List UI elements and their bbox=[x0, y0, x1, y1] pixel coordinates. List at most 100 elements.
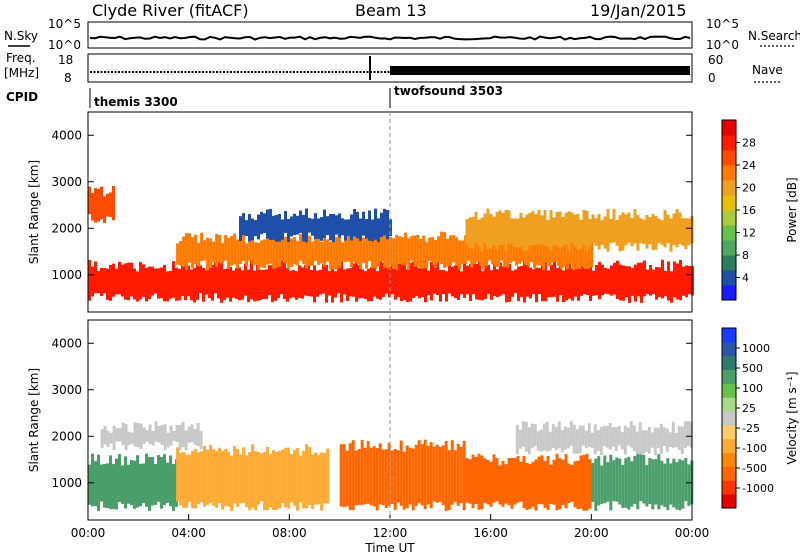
heatmap-cell-band-1 bbox=[341, 242, 345, 262]
heatmap-cell-band-0 bbox=[583, 267, 586, 294]
heatmap-cell-band-5 bbox=[142, 427, 146, 444]
heatmap-cell-band-6 bbox=[662, 427, 666, 446]
heatmap-cell-band-2 bbox=[624, 214, 628, 246]
heatmap-cell-band-1 bbox=[236, 239, 240, 269]
heatmap-cell-band-1 bbox=[464, 235, 468, 264]
ytick-label: 2000 bbox=[51, 429, 82, 443]
heatmap-cell-band-1 bbox=[242, 233, 246, 261]
heatmap-cell-band-1 bbox=[410, 236, 414, 261]
heatmap-cell-band-0 bbox=[142, 264, 145, 297]
heatmap-cell-band-4 bbox=[606, 462, 610, 502]
heatmap-cell-band-3 bbox=[507, 458, 511, 506]
heatmap-cell-band-1 bbox=[446, 238, 450, 267]
power-colorbar: 4 8 12 16 20 24 28 Power [dB] bbox=[721, 119, 799, 301]
nave-tick-bottom: 0 bbox=[708, 71, 716, 85]
heatmap-cell-band-0 bbox=[109, 455, 112, 510]
heatmap-cell-band-3 bbox=[106, 193, 109, 217]
colorbar-label: Power [dB] bbox=[785, 177, 799, 242]
heatmap-cell-band-2 bbox=[552, 217, 556, 245]
heatmap-cell-band-4 bbox=[260, 211, 263, 235]
heatmap-cell-band-4 bbox=[383, 208, 386, 236]
heatmap-cell-band-2 bbox=[483, 213, 487, 243]
heatmap-cell-band-0 bbox=[139, 463, 142, 507]
heatmap-cell-band-1 bbox=[197, 243, 201, 267]
heatmap-cell-band-6 bbox=[647, 427, 651, 454]
heatmap-cell-band-0 bbox=[460, 271, 463, 295]
heatmap-cell-band-1 bbox=[458, 240, 462, 270]
heatmap-cell-band-0 bbox=[400, 263, 403, 302]
heatmap-cell-band-0 bbox=[151, 266, 154, 296]
heatmap-cell-band-6 bbox=[626, 427, 630, 446]
heatmap-cell-band-6 bbox=[617, 426, 621, 446]
heatmap-cell-band-0 bbox=[268, 265, 271, 296]
heatmap-cell-band-1 bbox=[530, 240, 534, 263]
heatmap-cell-band-1 bbox=[359, 240, 363, 270]
colorbar-swatch bbox=[722, 480, 736, 495]
heatmap-cell-band-1 bbox=[545, 239, 549, 263]
heatmap-cell-band-4 bbox=[648, 458, 652, 505]
heatmap-cell-band-0 bbox=[547, 270, 550, 298]
heatmap-cell-band-6 bbox=[632, 425, 636, 452]
heatmap-cell-band-3 bbox=[567, 463, 571, 503]
heatmap-cell-band-0 bbox=[379, 260, 382, 300]
heatmap-cell-band-5 bbox=[166, 432, 170, 448]
heatmap-cell-band-1 bbox=[467, 238, 471, 261]
colorbar-swatch bbox=[722, 165, 736, 181]
heatmap-cell-band-0 bbox=[169, 455, 172, 507]
heatmap-cell-band-6 bbox=[515, 424, 519, 455]
heatmap-cell-band-4 bbox=[600, 465, 604, 504]
heatmap-cell-band-1 bbox=[311, 241, 315, 267]
heatmap-cell-band-1 bbox=[509, 233, 513, 263]
heatmap-cell-band-2 bbox=[372, 446, 376, 507]
heatmap-cell-band-2 bbox=[510, 218, 514, 244]
heatmap-cell-band-1 bbox=[578, 239, 582, 269]
noise-right-tick-bottom: 10^0 bbox=[706, 38, 739, 52]
heatmap-cell-band-5 bbox=[163, 424, 167, 451]
heatmap-cell-band-0 bbox=[409, 263, 412, 302]
heatmap-cell-band-4 bbox=[642, 455, 646, 504]
heatmap-cell-band-3 bbox=[88, 186, 91, 215]
heatmap-cell-band-6 bbox=[683, 421, 687, 448]
heatmap-cell-band-0 bbox=[490, 270, 493, 300]
heatmap-cell-band-6 bbox=[629, 421, 633, 448]
station-title: Clyde River (fitACF) bbox=[92, 1, 249, 20]
heatmap-cell-band-1 bbox=[320, 241, 324, 264]
heatmap-cell-band-0 bbox=[667, 261, 670, 301]
heatmap-cell-band-0 bbox=[346, 268, 349, 301]
colorbar-swatch bbox=[722, 424, 736, 440]
heatmap-cell-band-6 bbox=[518, 429, 522, 449]
heatmap-cell-band-1 bbox=[557, 236, 561, 266]
heatmap-cell-band-4 bbox=[633, 456, 637, 504]
heatmap-cell-band-0 bbox=[106, 268, 109, 300]
heatmap-cell-band-3 bbox=[573, 461, 577, 508]
heatmap-cell-band-6 bbox=[548, 431, 552, 451]
heatmap-cell-band-2 bbox=[453, 450, 457, 503]
heatmap-cell-band-0 bbox=[265, 269, 268, 300]
heatmap-cell-band-5 bbox=[145, 430, 149, 442]
heatmap-cell-band-0 bbox=[457, 261, 460, 301]
colorbar-swatch bbox=[722, 438, 736, 454]
heatmap-cell-band-2 bbox=[687, 218, 691, 246]
heatmap-cell-band-2 bbox=[567, 211, 571, 251]
heatmap-cell-band-1 bbox=[230, 455, 234, 511]
velocity-colorbar: -1000 -500 -100 -25 25 100 500 1000 Velocity [m … bbox=[721, 327, 799, 509]
heatmap-cell-band-0 bbox=[433, 264, 436, 294]
heatmap-cell-band-6 bbox=[608, 423, 612, 450]
heatmap-cell-band-0 bbox=[604, 267, 607, 294]
heatmap-cell-band-5 bbox=[133, 422, 137, 447]
heatmap-cell-band-1 bbox=[449, 235, 453, 266]
heatmap-cell-band-1 bbox=[575, 232, 579, 270]
heatmap-cell-band-0 bbox=[157, 455, 160, 502]
heatmap-cell-band-1 bbox=[332, 241, 336, 270]
heatmap-cell-band-5 bbox=[157, 426, 161, 443]
heatmap-cell-band-4 bbox=[597, 456, 601, 506]
heatmap-cell-band-3 bbox=[480, 455, 484, 510]
noise-tick-bottom: 10^0 bbox=[48, 38, 81, 52]
heatmap-cell-band-6 bbox=[533, 424, 537, 447]
heatmap-cell-band-0 bbox=[250, 260, 253, 300]
heatmap-cell-band-0 bbox=[577, 266, 580, 301]
heatmap-cell-band-3 bbox=[516, 455, 520, 503]
heatmap-cell-band-0 bbox=[670, 271, 673, 303]
heatmap-cell-band-0 bbox=[523, 261, 526, 303]
